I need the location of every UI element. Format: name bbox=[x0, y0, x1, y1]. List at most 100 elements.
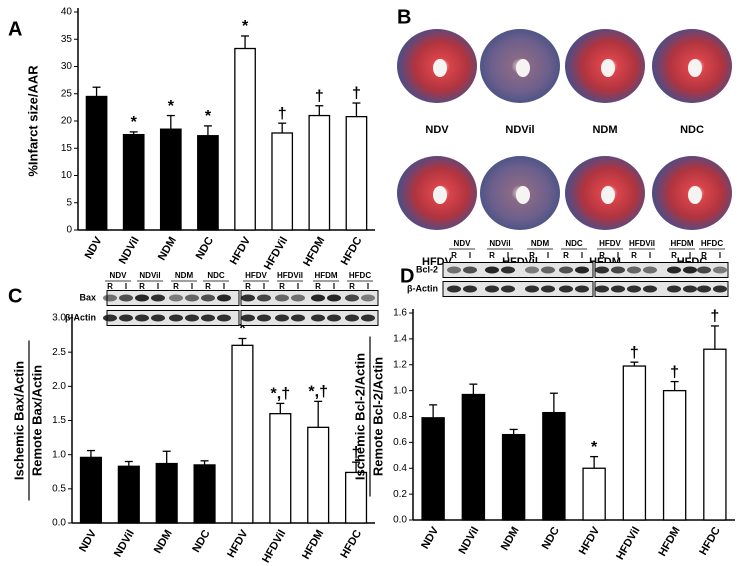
blot-lane-label: I bbox=[469, 251, 471, 260]
blot-group-label: HFDM bbox=[314, 271, 337, 280]
blot-band bbox=[697, 285, 711, 293]
blot-band bbox=[201, 294, 215, 302]
blot-group-label: NDVil bbox=[489, 239, 510, 248]
x-tick-label: NDV bbox=[419, 524, 441, 551]
heart-lumen bbox=[688, 186, 702, 204]
significance-mark: † bbox=[710, 308, 719, 325]
y-tick-label: 0.8 bbox=[393, 411, 407, 422]
y-tick-label: 0.4 bbox=[393, 463, 407, 474]
blot-row-label: Bcl-2 bbox=[416, 264, 438, 274]
blot-band bbox=[575, 285, 589, 293]
significance-mark: * bbox=[591, 439, 598, 456]
blot-band bbox=[275, 314, 289, 322]
bar bbox=[159, 128, 182, 231]
blot-lane-label: I bbox=[617, 251, 619, 260]
y-tick-label: 1.0 bbox=[393, 385, 407, 396]
blot-band bbox=[525, 285, 539, 293]
blot-band bbox=[361, 314, 375, 322]
heart-lumen bbox=[516, 59, 530, 77]
blot-band bbox=[135, 294, 149, 302]
blot-group-label: NDC bbox=[565, 239, 583, 248]
x-tick-label: HFDV bbox=[225, 527, 251, 560]
blot-band bbox=[291, 294, 305, 302]
blot-band bbox=[463, 266, 477, 274]
y-tick-label: 2.5 bbox=[52, 347, 66, 358]
blot-band bbox=[575, 266, 589, 274]
heart-image bbox=[397, 29, 477, 103]
blot-band bbox=[559, 266, 573, 274]
blot-band bbox=[683, 266, 697, 274]
blot-band bbox=[151, 314, 165, 322]
y-tick-label: 1.4 bbox=[393, 334, 407, 345]
blot-band bbox=[327, 314, 341, 322]
blot-band bbox=[345, 314, 359, 322]
blot-band bbox=[447, 266, 461, 274]
blot-lane-label: R bbox=[701, 251, 707, 260]
blot-band bbox=[559, 285, 573, 293]
blot-band bbox=[201, 314, 215, 322]
heart-lumen bbox=[601, 186, 615, 204]
blot-row-label: β-Actin bbox=[65, 312, 96, 322]
blot-band bbox=[485, 285, 499, 293]
blot-lane-label: I bbox=[157, 282, 159, 291]
bar bbox=[308, 114, 331, 231]
y-tick-label: 40 bbox=[61, 7, 73, 18]
x-tick-label: NDC bbox=[190, 528, 212, 555]
bar bbox=[703, 348, 727, 521]
x-tick-label: HFDVil bbox=[262, 235, 290, 272]
significance-mark: * bbox=[168, 98, 175, 115]
y-tick-label: 0.0 bbox=[393, 515, 407, 526]
blot-lane-label: R bbox=[563, 251, 569, 260]
blot-band bbox=[119, 314, 133, 322]
significance-mark: * bbox=[205, 108, 212, 125]
blot-band bbox=[667, 285, 681, 293]
y-tick-label: 30 bbox=[61, 61, 73, 72]
y-tick-label: 20 bbox=[61, 116, 73, 127]
x-tick-label: HFDV bbox=[228, 234, 254, 267]
bar bbox=[85, 95, 108, 231]
blot-row-label: Bax bbox=[79, 292, 96, 302]
bar bbox=[344, 471, 368, 524]
blot-band bbox=[241, 294, 255, 302]
blot-group-label: NDC bbox=[207, 271, 225, 280]
blot-band bbox=[103, 314, 117, 322]
x-tick-label: HFDM bbox=[301, 235, 327, 269]
significance-mark: *,† bbox=[308, 384, 328, 401]
blot-band bbox=[667, 266, 681, 274]
significance-mark: * bbox=[131, 114, 138, 131]
x-tick-label: NDM bbox=[152, 528, 175, 556]
blot-lane-label: I bbox=[297, 282, 299, 291]
blot-band bbox=[485, 266, 499, 274]
blot-lane-label: I bbox=[263, 282, 265, 291]
blot-band bbox=[257, 294, 271, 302]
blot-group-label: HFDVil bbox=[629, 239, 655, 248]
y-tick-label: 0.6 bbox=[393, 437, 407, 448]
bar bbox=[269, 413, 292, 524]
image-label: NDM bbox=[592, 124, 617, 136]
blot-group-label: HFDC bbox=[349, 271, 371, 280]
bar bbox=[501, 433, 526, 521]
blot-band bbox=[447, 285, 461, 293]
y-tick-label: 1.0 bbox=[52, 449, 66, 460]
x-tick-label: NDC bbox=[540, 525, 562, 552]
blot-band bbox=[541, 285, 555, 293]
blot-lane-label: R bbox=[205, 282, 211, 291]
y-axis-label: Ischemic Bax/Actin bbox=[11, 361, 26, 480]
blot-lane-label: R bbox=[451, 251, 457, 260]
bar bbox=[542, 411, 566, 521]
x-tick-label: HFDC bbox=[697, 525, 723, 558]
blot-band bbox=[595, 266, 609, 274]
blot-group-label: HFDM bbox=[670, 239, 693, 248]
blot-band bbox=[257, 314, 271, 322]
bar bbox=[79, 456, 103, 524]
heart-image bbox=[480, 156, 560, 230]
blot-lane-label: R bbox=[671, 251, 677, 260]
y-tick-label: 2.0 bbox=[52, 381, 66, 392]
heart-lumen bbox=[601, 59, 615, 77]
bar bbox=[345, 115, 368, 231]
blot-lane-label: I bbox=[507, 251, 509, 260]
y-axis-label: Ischemic Bcl-2/Actin bbox=[352, 353, 367, 480]
blot-lane-label: I bbox=[191, 282, 193, 291]
blot-band bbox=[217, 294, 231, 302]
x-tick-label: NDV bbox=[77, 527, 99, 554]
